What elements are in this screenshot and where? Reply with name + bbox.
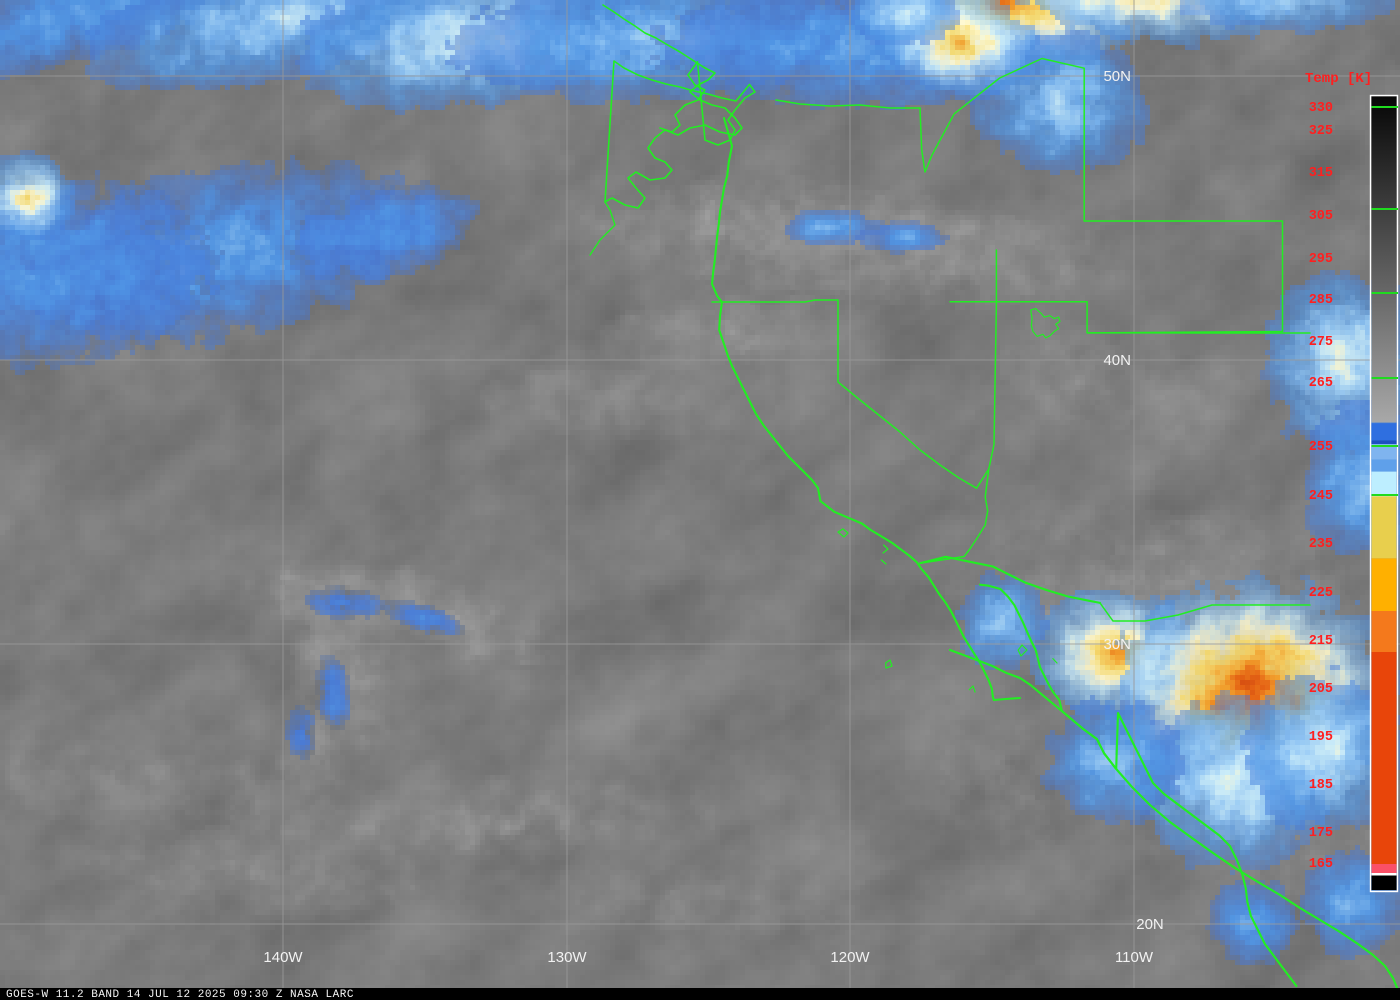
- svg-text:30N: 30N: [1103, 636, 1131, 653]
- svg-text:110W: 110W: [1115, 949, 1154, 966]
- svg-text:315: 315: [1309, 166, 1333, 181]
- svg-text:255: 255: [1309, 440, 1333, 455]
- svg-text:295: 295: [1309, 252, 1333, 267]
- svg-text:GOES-W 11.2 BAND 14 JUL 1: GOES-W 11.2 BAND 14 JUL 12 2025 09:30 Z …: [6, 989, 354, 1000]
- svg-text:330: 330: [1309, 101, 1333, 116]
- svg-text:165: 165: [1309, 857, 1333, 872]
- svg-text:185: 185: [1309, 778, 1333, 793]
- svg-text:225: 225: [1309, 586, 1333, 601]
- svg-text:20N: 20N: [1136, 916, 1164, 933]
- svg-text:235: 235: [1309, 537, 1333, 552]
- svg-text:215: 215: [1309, 634, 1333, 649]
- svg-text:120W: 120W: [830, 949, 870, 966]
- svg-text:50N: 50N: [1103, 68, 1131, 85]
- svg-text:275: 275: [1309, 335, 1333, 350]
- svg-text:205: 205: [1309, 682, 1333, 697]
- svg-text:175: 175: [1309, 826, 1333, 841]
- svg-text:305: 305: [1309, 209, 1333, 224]
- svg-text:130W: 130W: [547, 949, 587, 966]
- svg-text:195: 195: [1309, 730, 1333, 745]
- svg-text:140W: 140W: [263, 949, 303, 966]
- svg-text:325: 325: [1309, 124, 1333, 139]
- svg-text:40N: 40N: [1103, 352, 1131, 369]
- svg-text:245: 245: [1309, 489, 1333, 504]
- svg-text:265: 265: [1309, 376, 1333, 391]
- svg-text:285: 285: [1309, 293, 1333, 308]
- svg-text:Temp [K]: Temp [K]: [1305, 71, 1372, 87]
